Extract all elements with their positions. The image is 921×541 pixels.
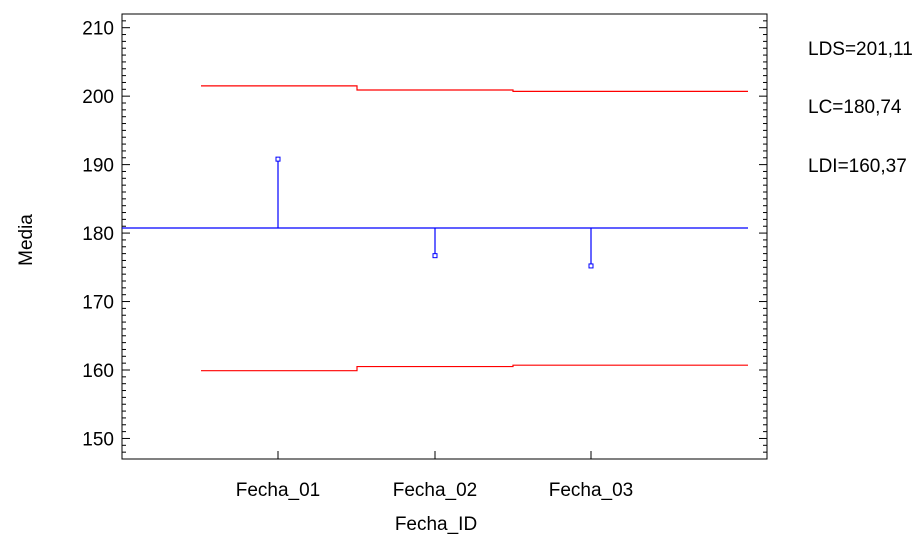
limit-labels: LDS=201,11 LC=180,74 LDI=160,37 [808, 39, 913, 177]
limit-label: LC=180,74 [808, 97, 902, 118]
y-tick-label: 170 [82, 293, 114, 314]
y-axis-title: Media [16, 214, 37, 266]
plot-frame [121, 13, 768, 460]
data-point [588, 263, 594, 269]
y-tick-label: 200 [82, 87, 114, 108]
x-axis-title: Fecha_ID [395, 514, 477, 535]
y-axis: 150 160 170 180 190 200 210 [82, 13, 767, 460]
data-series [275, 156, 594, 269]
x-axis: Fecha_01 Fecha_02 Fecha_03 [236, 451, 634, 501]
y-tick-label: 180 [82, 224, 114, 245]
x-tick-label: Fecha_03 [549, 480, 634, 501]
data-point [432, 253, 438, 259]
data-point [275, 156, 281, 162]
y-tick-label: 160 [82, 361, 114, 382]
y-tick-label: 190 [82, 156, 114, 177]
y-tick-label: 210 [82, 19, 114, 40]
y-tick-label: 150 [82, 429, 114, 450]
x-tick-label: Fecha_01 [236, 480, 321, 501]
lower-control-limit [201, 364, 748, 372]
limit-label: LDI=160,37 [808, 156, 907, 177]
limit-label: LDS=201,11 [808, 39, 913, 60]
x-tick-label: Fecha_02 [393, 480, 478, 501]
upper-control-limit [201, 85, 748, 92]
